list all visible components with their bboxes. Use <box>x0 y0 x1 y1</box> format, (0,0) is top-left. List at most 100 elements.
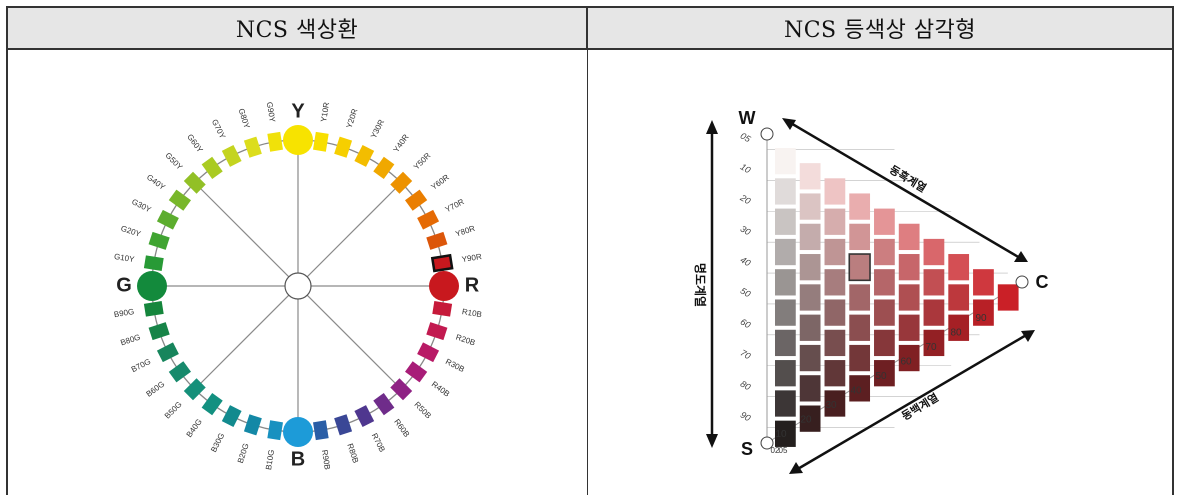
gray-tick-label: 40 <box>738 255 752 269</box>
triangle-swatch <box>923 238 944 266</box>
triangle-swatch <box>873 299 895 326</box>
hue-swatch-g60y <box>201 156 223 179</box>
hue-swatch-g10y <box>143 255 164 271</box>
triangle-swatch <box>873 208 895 235</box>
gray-tick-label: 30 <box>738 224 752 238</box>
hue-swatch <box>432 301 453 317</box>
triangle-swatch <box>799 405 821 432</box>
triangle-swatch <box>898 254 920 281</box>
triangle-swatch <box>873 360 895 387</box>
triangle-highlight <box>847 253 871 282</box>
hue-label-g50y: G50Y <box>163 151 184 172</box>
gray-tick-label: 70 <box>738 348 752 362</box>
hue-swatch-y20r <box>334 136 353 158</box>
hue-swatch-y90r <box>430 253 454 273</box>
hue-label-r80b: R80B <box>345 442 360 464</box>
hue-label-r30b: R30B <box>444 357 466 374</box>
lightness-arrow-bottom <box>705 434 718 448</box>
main-hue-label-b: B <box>291 448 305 470</box>
hue-swatch <box>148 231 170 250</box>
hue-swatch-g80y <box>243 136 262 158</box>
hue-swatch <box>405 361 428 383</box>
hue-label-y60r: Y60R <box>429 173 451 192</box>
hue-swatch <box>430 253 454 273</box>
gray-tick-label: 90 <box>738 410 752 424</box>
triangle-swatch <box>848 254 870 281</box>
hue-swatch-b20g <box>243 414 262 436</box>
hue-swatch <box>267 131 283 152</box>
triangle-swatch <box>947 314 969 341</box>
triangle-swatch <box>799 314 821 341</box>
chroma-tick-label: 05 <box>778 446 787 455</box>
triangle-swatch <box>972 269 994 296</box>
hue-label-g40y: G40Y <box>145 173 167 193</box>
hue-swatch <box>354 405 375 428</box>
triangle-swatch <box>824 208 845 235</box>
hue-label-r90b: R90B <box>320 449 332 470</box>
hue-swatch-b50g <box>183 378 206 401</box>
hue-swatch <box>417 209 440 230</box>
hue-label-g20y: G20Y <box>120 224 143 239</box>
chroma-tick-label: 30 <box>825 400 837 411</box>
triangle-swatch <box>947 254 969 281</box>
hue-swatch <box>156 209 179 230</box>
main-hue-label-r: R <box>465 274 480 296</box>
whiteness-arrow <box>787 120 1021 260</box>
hue-swatch <box>221 144 242 167</box>
triangle-swatch <box>799 344 821 372</box>
hue-label-g60y: G60Y <box>185 132 205 154</box>
black-corner-dot <box>760 436 773 450</box>
hue-swatch <box>426 231 448 250</box>
hue-label-r60b: R60B <box>392 417 411 438</box>
gray-tick-label: 50 <box>738 286 752 300</box>
hue-swatch <box>201 393 223 416</box>
main-hue-r <box>429 271 459 301</box>
hue-swatch <box>148 322 170 341</box>
hue-swatch <box>267 420 283 441</box>
hue-swatch-r70b <box>354 405 375 428</box>
triangle-swatch <box>923 299 944 326</box>
blackness-arrow <box>794 332 1029 472</box>
hue-swatch-b70g <box>156 342 179 363</box>
triangle-swatch <box>947 284 969 311</box>
chromatic-corner-dot <box>1015 275 1028 289</box>
hue-swatch-g70y <box>221 144 242 167</box>
chroma-tick-label: 80 <box>950 328 962 339</box>
hue-label-r70b: R70B <box>370 432 387 454</box>
triangle-swatch <box>848 344 870 372</box>
chroma-tick-label: 02 <box>770 446 779 455</box>
triangle-swatch <box>824 299 845 326</box>
hue-swatch <box>201 156 223 179</box>
chroma-tick-label: 10 <box>775 429 787 440</box>
triangle-swatch <box>873 238 895 266</box>
triangle-swatch <box>774 299 796 326</box>
hue-label-y30r: Y30R <box>369 118 386 140</box>
hue-swatch-y30r <box>354 144 375 167</box>
triangle-swatch <box>997 284 1019 311</box>
triangle-swatch <box>848 375 870 402</box>
hue-swatch <box>373 156 395 179</box>
hue-swatch <box>417 342 440 363</box>
triangle-swatch <box>774 269 796 296</box>
chroma-tick-label: 40 <box>850 386 862 397</box>
hue-swatch-y50r <box>390 171 413 194</box>
triangle-swatch <box>799 193 821 220</box>
hue-swatch-b10g <box>267 420 283 441</box>
hue-label-g90y: G90Y <box>265 101 277 123</box>
hue-label-b80g: B80G <box>119 333 141 348</box>
triangle-swatch <box>873 329 895 357</box>
triangle-swatch <box>824 238 845 266</box>
triangle-swatch <box>824 329 845 357</box>
corner-label-w: W <box>738 108 755 128</box>
whiteness-arrow-end <box>1013 251 1028 262</box>
triangle-swatch <box>898 314 920 341</box>
hue-swatch <box>243 414 262 436</box>
lightness-arrow-top <box>705 120 718 134</box>
whiteness-axis-label: 동흑계열 <box>887 162 929 195</box>
gray-tick-label: 10 <box>738 162 752 176</box>
hue-swatch-r80b <box>334 414 353 436</box>
hue-swatch-b30g <box>221 405 242 428</box>
cell-hue-circle: Y10R Y20R Y30R Y40R Y50R Y60R Y70R Y80R Y90R R10B… <box>6 49 588 495</box>
